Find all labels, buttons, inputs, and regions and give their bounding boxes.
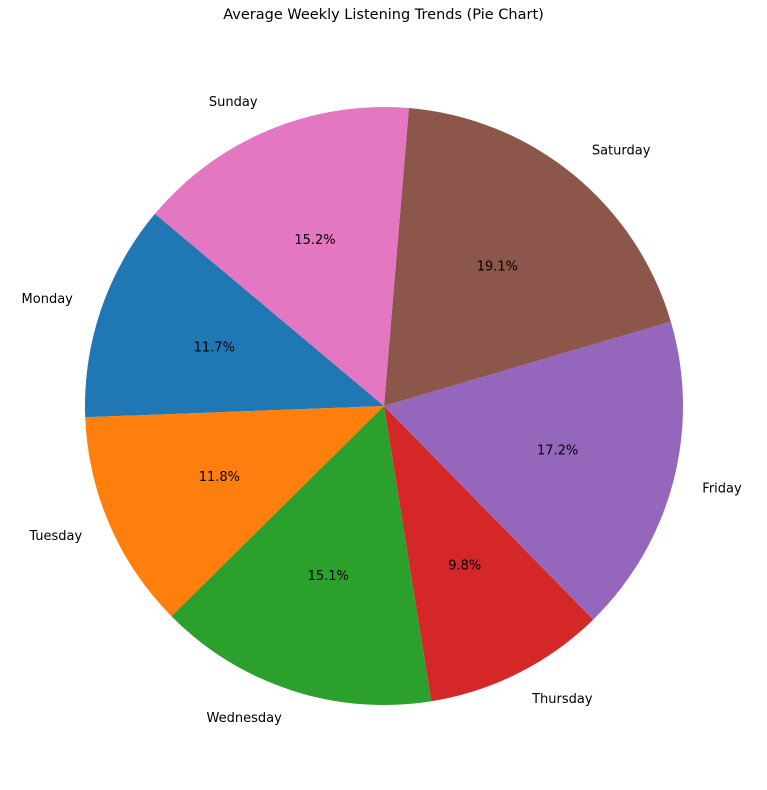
pct-label-monday: 11.7% — [194, 340, 235, 355]
pie-slice-tuesday — [85, 406, 384, 617]
slice-label-saturday: Saturday — [592, 144, 651, 159]
slice-label-friday: Friday — [702, 481, 742, 496]
pie-slice-saturday — [384, 108, 671, 406]
slice-label-wednesday: Wednesday — [207, 711, 283, 726]
pie-slice-thursday — [384, 406, 594, 702]
pie-slice-friday — [384, 321, 683, 620]
pie-slice-monday — [85, 213, 384, 418]
pie-slice-wednesday — [171, 406, 432, 705]
pct-label-saturday: 19.1% — [477, 259, 518, 274]
slice-label-monday: Monday — [22, 292, 74, 307]
pct-label-friday: 17.2% — [537, 444, 578, 459]
slice-label-thursday: Thursday — [531, 692, 593, 707]
slice-label-tuesday: Tuesday — [28, 529, 82, 544]
pie-slice-sunday — [154, 107, 409, 407]
pct-label-wednesday: 15.1% — [308, 569, 349, 584]
pct-label-sunday: 15.2% — [294, 233, 335, 248]
pct-label-thursday: 9.8% — [448, 559, 481, 574]
pct-label-tuesday: 11.8% — [199, 470, 240, 485]
chart-title: Average Weekly Listening Trends (Pie Cha… — [223, 7, 544, 23]
slice-label-sunday: Sunday — [209, 95, 258, 110]
